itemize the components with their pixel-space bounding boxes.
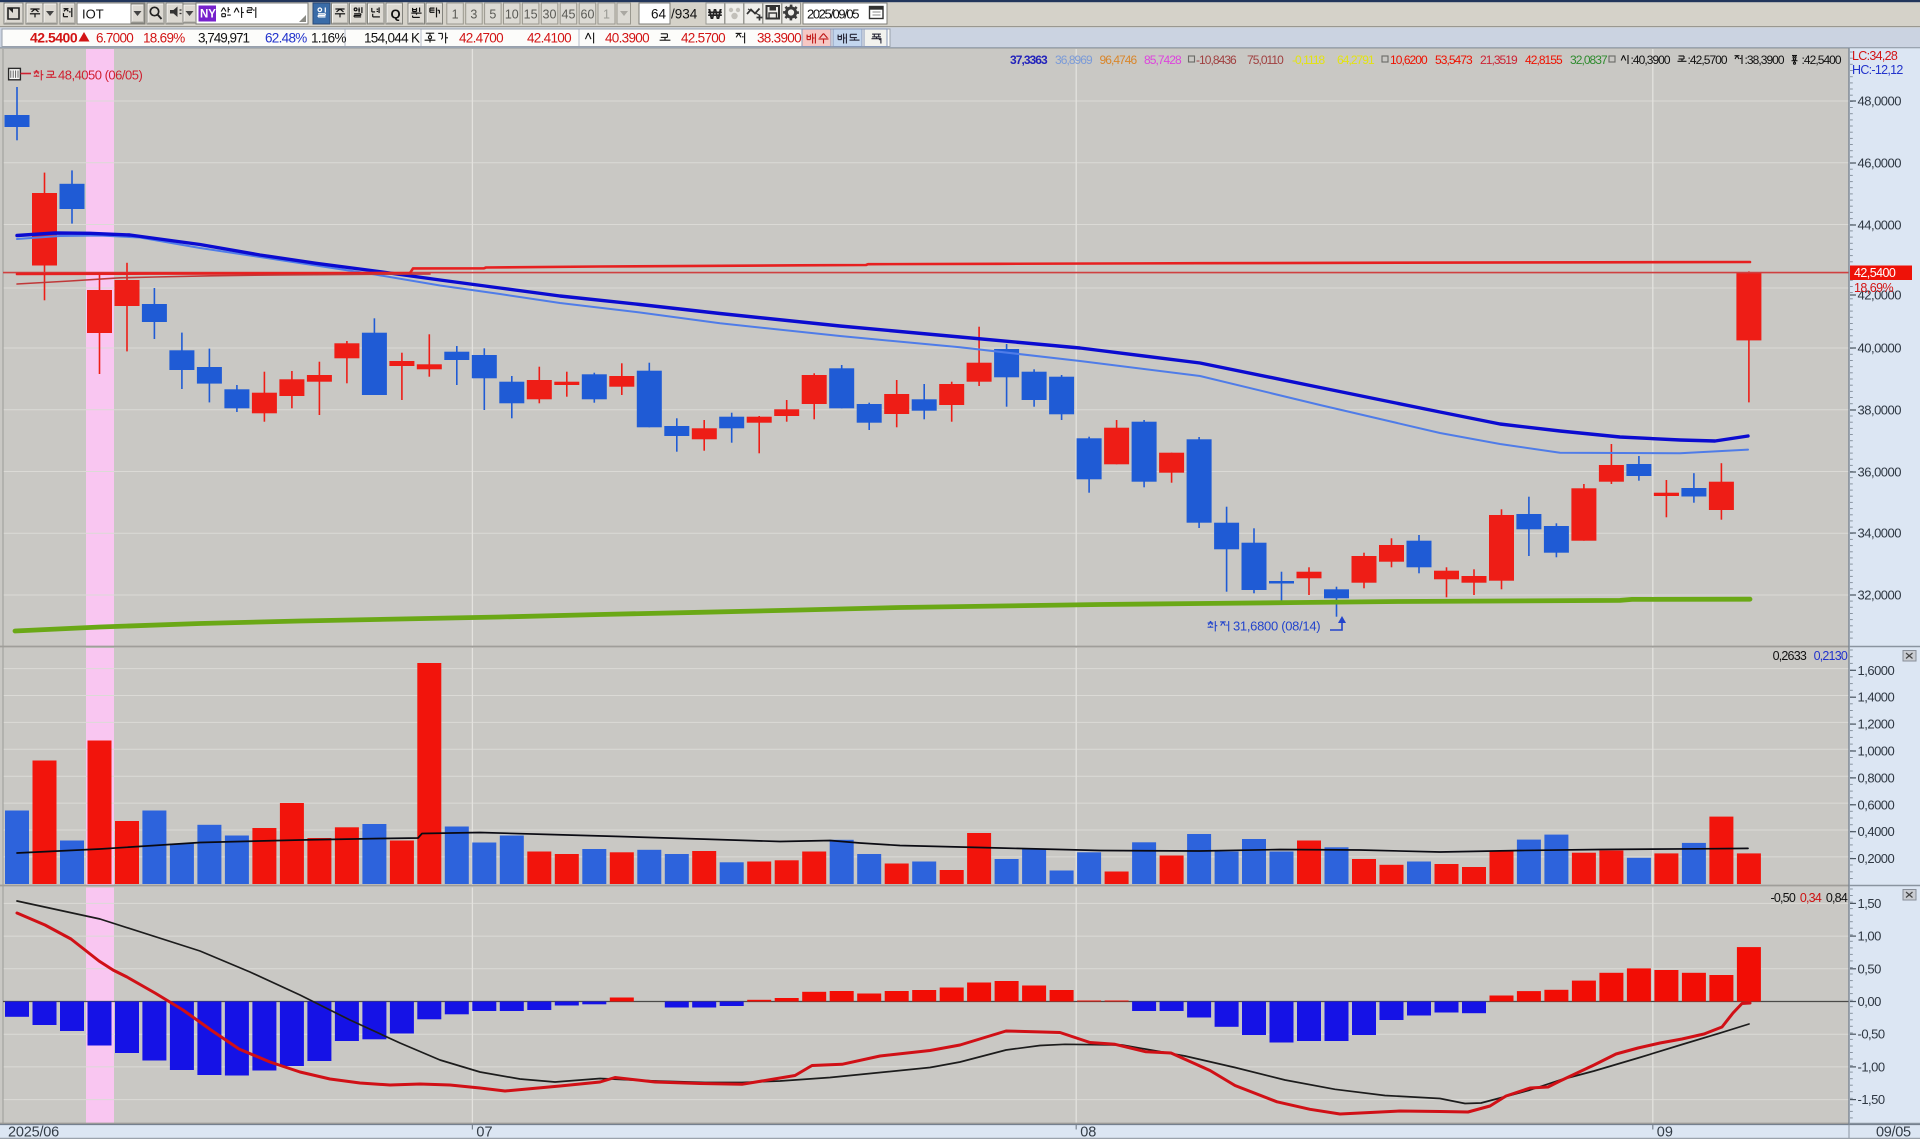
svg-text:-0,50: -0,50 <box>1771 891 1796 905</box>
svg-text:38.3900: 38.3900 <box>757 31 801 46</box>
svg-text:₩: ₩ <box>708 7 722 23</box>
svg-text:IOT: IOT <box>82 7 104 22</box>
svg-text:53,5473: 53,5473 <box>1435 53 1473 67</box>
svg-text:96,4746: 96,4746 <box>1100 53 1138 67</box>
svg-text:5: 5 <box>489 8 496 22</box>
svg-text:37,3363: 37,3363 <box>1010 53 1048 67</box>
svg-text:48,4050 (06/05): 48,4050 (06/05) <box>58 68 142 83</box>
svg-text:46,0000: 46,0000 <box>1858 156 1902 171</box>
svg-text:42.5700: 42.5700 <box>681 31 725 46</box>
svg-text:0,2000: 0,2000 <box>1858 851 1895 866</box>
svg-text:3,749,971: 3,749,971 <box>198 31 250 46</box>
svg-text:1.16%: 1.16% <box>311 31 346 46</box>
svg-text:85,7428: 85,7428 <box>1144 53 1182 67</box>
svg-text:40.3900: 40.3900 <box>605 31 649 46</box>
svg-text:32,0000: 32,0000 <box>1858 588 1902 603</box>
svg-text:3: 3 <box>470 8 477 22</box>
svg-text:42.5400: 42.5400 <box>30 30 78 46</box>
svg-text:2025/06: 2025/06 <box>8 1125 59 1139</box>
svg-text:62.48%: 62.48% <box>265 31 307 46</box>
svg-text:0,2130: 0,2130 <box>1814 649 1848 663</box>
svg-text:2025/09/05: 2025/09/05 <box>807 7 859 22</box>
svg-text:42,8155: 42,8155 <box>1525 53 1563 67</box>
svg-text:0,6000: 0,6000 <box>1858 797 1895 812</box>
svg-text:1,6000: 1,6000 <box>1858 663 1895 678</box>
svg-text:42.4100: 42.4100 <box>527 31 571 46</box>
svg-text:-1,00: -1,00 <box>1858 1059 1885 1074</box>
svg-text:36,8969: 36,8969 <box>1055 53 1093 67</box>
svg-text:154,044 K: 154,044 K <box>364 31 420 46</box>
svg-text:0,4000: 0,4000 <box>1858 824 1895 839</box>
svg-text:18,69%: 18,69% <box>1854 281 1894 295</box>
svg-text:42,5400: 42,5400 <box>1854 266 1896 280</box>
svg-text:0,84: 0,84 <box>1826 891 1848 905</box>
svg-text:NY: NY <box>200 9 216 21</box>
svg-text:1,4000: 1,4000 <box>1858 690 1895 705</box>
svg-text:08: 08 <box>1080 1125 1096 1139</box>
svg-text:1: 1 <box>603 8 610 22</box>
svg-text:45: 45 <box>562 8 576 22</box>
svg-text:0,50: 0,50 <box>1858 961 1882 976</box>
svg-text:0,8000: 0,8000 <box>1858 770 1895 785</box>
svg-text::42,5700: :42,5700 <box>1688 53 1728 67</box>
svg-text:1,00: 1,00 <box>1858 929 1882 944</box>
svg-text:0,00: 0,00 <box>1858 994 1882 1009</box>
svg-text:30: 30 <box>543 8 557 22</box>
svg-text:Q: Q <box>391 7 401 22</box>
svg-text:38,0000: 38,0000 <box>1858 403 1902 418</box>
svg-text:6.7000: 6.7000 <box>96 31 133 46</box>
svg-text:60: 60 <box>581 8 595 22</box>
svg-text:34,0000: 34,0000 <box>1858 526 1902 541</box>
svg-text:10,6200: 10,6200 <box>1390 53 1428 67</box>
svg-text::42,5400: :42,5400 <box>1802 53 1842 67</box>
svg-text:75,0110: 75,0110 <box>1247 53 1284 67</box>
svg-text:-10,8436: -10,8436 <box>1196 53 1237 67</box>
svg-text:48,0000: 48,0000 <box>1858 94 1902 109</box>
svg-text:15: 15 <box>524 8 538 22</box>
svg-text:1,0000: 1,0000 <box>1858 744 1895 759</box>
svg-text:HC:-12,12: HC:-12,12 <box>1852 63 1903 77</box>
svg-text:-1,50: -1,50 <box>1858 1092 1885 1107</box>
svg-text:21,3519: 21,3519 <box>1480 53 1518 67</box>
svg-text:10: 10 <box>505 8 519 22</box>
svg-text:LC:34,28: LC:34,28 <box>1852 49 1898 63</box>
svg-text:32,0837: 32,0837 <box>1570 53 1608 67</box>
svg-text:1,2000: 1,2000 <box>1858 717 1895 732</box>
svg-text:36,0000: 36,0000 <box>1858 465 1902 480</box>
svg-text:44,0000: 44,0000 <box>1858 218 1902 233</box>
svg-text:1: 1 <box>452 8 459 22</box>
svg-text:09/05: 09/05 <box>1876 1125 1911 1139</box>
svg-text:64: 64 <box>651 7 667 22</box>
svg-text:31,6800 (08/14): 31,6800 (08/14) <box>1233 619 1320 634</box>
svg-text:40,0000: 40,0000 <box>1858 341 1902 356</box>
svg-text:-0,50: -0,50 <box>1858 1027 1885 1042</box>
svg-text:09: 09 <box>1657 1125 1673 1139</box>
svg-text::40,3900: :40,3900 <box>1631 53 1671 67</box>
svg-text:42,0000: 42,0000 <box>1858 288 1902 303</box>
svg-text:0,34: 0,34 <box>1800 891 1822 905</box>
svg-text:-0,1118: -0,1118 <box>1292 53 1326 67</box>
svg-text:64,2791: 64,2791 <box>1337 53 1375 67</box>
svg-text:0,2633: 0,2633 <box>1773 649 1807 663</box>
svg-text::38,3900: :38,3900 <box>1745 53 1785 67</box>
svg-text:18.69%: 18.69% <box>143 31 185 46</box>
svg-text:1,50: 1,50 <box>1858 896 1882 911</box>
svg-text:/934: /934 <box>671 7 698 22</box>
svg-text:07: 07 <box>476 1125 492 1139</box>
svg-text:42.4700: 42.4700 <box>459 31 503 46</box>
